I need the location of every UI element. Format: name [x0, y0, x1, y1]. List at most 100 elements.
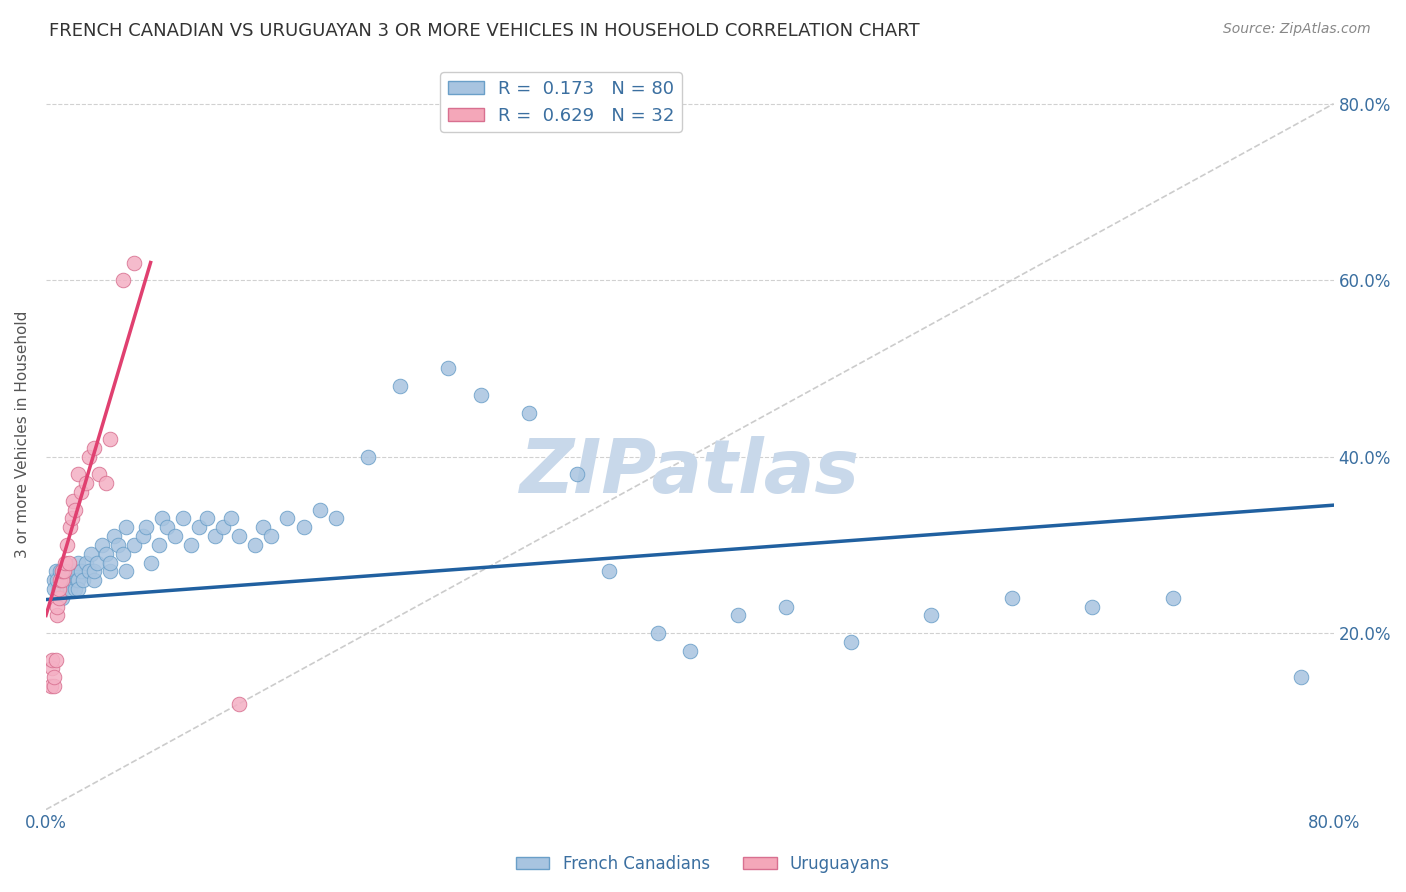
- Point: [51, 573, 73, 587]
- Point: [39, 679, 62, 693]
- Point: [63, 564, 86, 578]
- Point: [565, 467, 588, 482]
- Point: [42, 582, 65, 596]
- Point: [228, 529, 250, 543]
- Point: [517, 405, 540, 419]
- Point: [49, 573, 72, 587]
- Point: [79, 564, 101, 578]
- Point: [115, 520, 138, 534]
- Point: [98, 556, 121, 570]
- Point: [67, 582, 90, 596]
- Point: [135, 520, 157, 534]
- Point: [195, 511, 218, 525]
- Point: [51, 582, 73, 596]
- Point: [139, 556, 162, 570]
- Point: [70, 564, 93, 578]
- Point: [212, 520, 235, 534]
- Point: [51, 564, 73, 578]
- Point: [58, 564, 80, 578]
- Point: [80, 547, 103, 561]
- Point: [48, 591, 70, 605]
- Point: [252, 520, 274, 534]
- Point: [75, 476, 97, 491]
- Point: [83, 564, 105, 578]
- Point: [647, 626, 669, 640]
- Point: [598, 564, 620, 578]
- Point: [163, 529, 186, 543]
- Point: [67, 467, 90, 482]
- Point: [219, 511, 242, 525]
- Point: [72, 573, 94, 587]
- Point: [45, 564, 67, 578]
- Point: [775, 599, 797, 614]
- Point: [204, 529, 226, 543]
- Point: [679, 644, 702, 658]
- Point: [112, 273, 135, 287]
- Point: [156, 520, 179, 534]
- Point: [56, 538, 79, 552]
- Point: [62, 573, 84, 587]
- Point: [292, 520, 315, 534]
- Point: [437, 361, 460, 376]
- Point: [63, 502, 86, 516]
- Point: [308, 502, 330, 516]
- Point: [260, 529, 283, 543]
- Point: [98, 564, 121, 578]
- Point: [325, 511, 347, 525]
- Point: [228, 697, 250, 711]
- Point: [187, 520, 209, 534]
- Point: [357, 450, 380, 464]
- Point: [103, 529, 125, 543]
- Point: [75, 556, 97, 570]
- Y-axis label: 3 or more Vehicles in Household: 3 or more Vehicles in Household: [15, 311, 30, 558]
- Point: [60, 564, 83, 578]
- Text: Source: ZipAtlas.com: Source: ZipAtlas.com: [1223, 22, 1371, 37]
- Point: [42, 573, 65, 587]
- Point: [52, 564, 75, 578]
- Point: [46, 608, 69, 623]
- Point: [98, 432, 121, 446]
- Point: [83, 573, 105, 587]
- Point: [107, 538, 129, 552]
- Point: [46, 573, 69, 587]
- Legend: R =  0.173   N = 80, R =  0.629   N = 32: R = 0.173 N = 80, R = 0.629 N = 32: [440, 72, 682, 132]
- Point: [1161, 591, 1184, 605]
- Point: [245, 538, 267, 552]
- Point: [276, 511, 298, 525]
- Point: [53, 573, 76, 587]
- Point: [51, 591, 73, 605]
- Point: [59, 520, 82, 534]
- Point: [839, 635, 862, 649]
- Point: [1081, 599, 1104, 614]
- Point: [470, 388, 492, 402]
- Point: [83, 441, 105, 455]
- Point: [70, 484, 93, 499]
- Point: [46, 599, 69, 614]
- Point: [112, 547, 135, 561]
- Text: FRENCH CANADIAN VS URUGUAYAN 3 OR MORE VEHICLES IN HOUSEHOLD CORRELATION CHART: FRENCH CANADIAN VS URUGUAYAN 3 OR MORE V…: [49, 22, 920, 40]
- Point: [41, 661, 63, 675]
- Point: [67, 556, 90, 570]
- Point: [87, 467, 110, 482]
- Point: [48, 582, 70, 596]
- Point: [41, 652, 63, 666]
- Point: [727, 608, 749, 623]
- Point: [67, 573, 90, 587]
- Point: [920, 608, 942, 623]
- Point: [45, 652, 67, 666]
- Point: [150, 511, 173, 525]
- Point: [94, 476, 117, 491]
- Legend: French Canadians, Uruguayans: French Canadians, Uruguayans: [509, 848, 897, 880]
- Point: [65, 573, 87, 587]
- Point: [115, 564, 138, 578]
- Point: [58, 556, 80, 570]
- Point: [63, 582, 86, 596]
- Point: [53, 556, 76, 570]
- Text: ZIPatlas: ZIPatlas: [520, 435, 860, 508]
- Point: [42, 679, 65, 693]
- Point: [59, 582, 82, 596]
- Point: [56, 582, 79, 596]
- Point: [131, 529, 153, 543]
- Point: [94, 547, 117, 561]
- Point: [124, 538, 146, 552]
